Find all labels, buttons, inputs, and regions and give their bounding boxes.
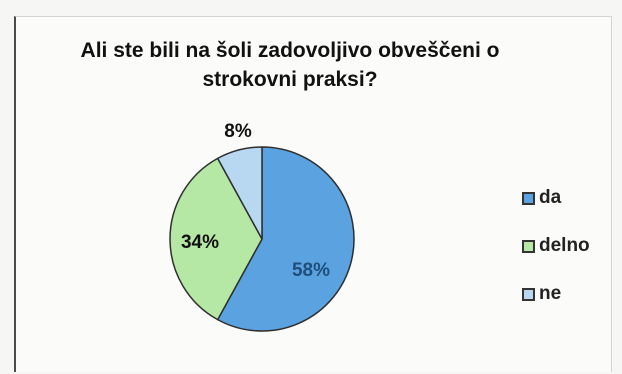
chart-title-line-1: Ali ste bili na šoli zadovoljivo obvešče… <box>80 39 500 62</box>
slice-label-da: 58% <box>292 260 330 281</box>
chart-title-line-2: strokovni praksi? <box>202 68 378 91</box>
pie-slice-ne <box>216 146 263 240</box>
legend-swatch-delno <box>522 239 535 253</box>
legend: da delno ne <box>522 186 590 330</box>
chart-title: Ali ste bili na šoli zadovoljivo obvešče… <box>30 36 550 94</box>
legend-item-ne: ne <box>522 282 590 306</box>
slice-label-delno: 34% <box>181 232 219 253</box>
legend-label-da: da <box>539 187 562 208</box>
legend-swatch-ne <box>522 287 535 301</box>
slice-label-ne: 8% <box>224 121 252 142</box>
pie-slice-da <box>216 146 355 332</box>
legend-swatch-da <box>522 191 535 205</box>
legend-item-da: da <box>522 186 590 210</box>
legend-label-delno: delno <box>539 235 590 256</box>
legend-item-delno: delno <box>522 234 590 258</box>
legend-label-ne: ne <box>539 283 562 304</box>
